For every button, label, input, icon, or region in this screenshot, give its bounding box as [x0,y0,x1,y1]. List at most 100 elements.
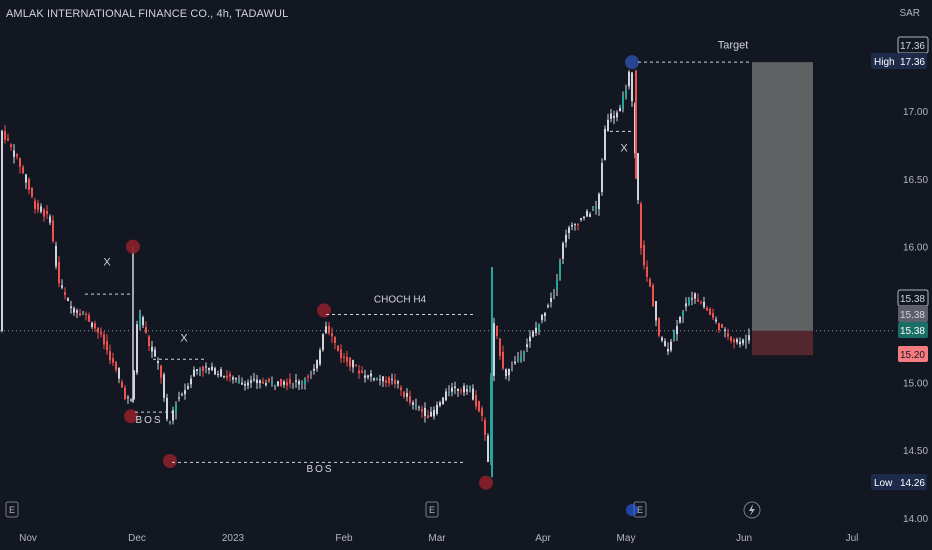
candle-body [151,346,153,352]
candle-body [334,337,336,343]
candle-body [505,369,507,377]
candle-body [169,421,171,423]
candle-body [16,154,18,157]
candle-body [31,187,33,197]
candle-body [400,387,402,390]
candle-body [193,369,195,377]
candle-body [322,334,324,350]
candle-body [625,89,627,97]
candle-body [652,285,654,307]
candle-body [313,368,315,371]
candle-body [583,216,585,219]
price-badge-bg [898,306,928,322]
x-axis-tick-label: Nov [19,533,37,544]
candle-body [13,150,15,157]
candle-body [46,210,48,214]
candle-body [460,390,462,392]
price-badge-prefix: Low [874,478,893,489]
candle-body [130,399,132,401]
candle-body [28,178,30,190]
candle-body [628,71,630,87]
price-badge-bg [871,53,927,69]
candle-body [610,113,612,119]
candle-body [292,384,294,386]
candle-body [463,385,465,393]
candle-body [379,379,381,381]
candle-body [661,337,663,341]
candle-body [574,224,576,226]
candle-body [685,303,687,307]
candle-body [658,318,660,336]
candle-body [526,344,528,348]
candle-body [424,407,426,417]
candle-body [79,313,81,316]
candle-body [301,382,303,384]
candle-body [103,334,105,345]
candle-body [649,279,651,287]
candle-body [1,130,3,331]
candle-body [190,378,192,385]
candle-body [487,435,489,463]
candle-body [241,382,243,385]
bos-label: BOS [135,415,162,426]
candle-body [499,338,501,356]
candle-body [199,370,201,372]
candle-body [736,339,738,343]
candle-body [286,382,288,386]
x-axis-tick-label: Apr [535,533,551,544]
candle-body [343,356,345,358]
candle-body [142,317,144,326]
candle-body [214,368,216,375]
candle-body [376,377,378,380]
candle-body [427,415,429,419]
candle-body [316,360,318,369]
candle-body [601,163,603,192]
y-axis-tick-label: 16.50 [903,175,928,186]
candle-body [646,266,648,277]
price-badge-bg [898,346,928,362]
x-label: X [103,257,111,269]
candle-body [607,119,609,131]
candle-body [205,366,207,368]
candle-body [712,313,714,318]
candle-body [748,335,750,341]
candle-body [283,381,285,385]
candle-body [112,358,114,363]
choch-label: CHOCH H4 [374,294,427,305]
swing-low-marker [124,409,138,424]
candle-body [691,298,693,300]
candle-body [676,325,678,335]
candle-body [4,131,6,140]
price-badge-bg [898,322,928,338]
chart-title: AMLAK INTERNATIONAL FINANCE CO., 4h, TAD… [6,8,289,20]
candle-body [682,311,684,317]
candle-body [349,357,351,367]
candle-body [40,206,42,212]
candle-body [367,375,369,378]
candle-body [223,376,225,378]
x-axis-tick-label: 2023 [222,533,245,544]
candle-body [715,319,717,322]
candle-body [385,380,387,383]
candle-body [61,285,63,288]
candle-body [475,395,477,407]
candle-body [184,390,186,395]
candle-body [733,339,735,343]
candle-body [73,308,75,313]
candle-body [727,333,729,337]
y-axis-tick-label: 16.00 [903,243,928,254]
candle-body [238,379,240,383]
candle-body [403,391,405,397]
candle-body [328,325,330,334]
candle-body [469,386,471,389]
candle-body [673,330,675,340]
candle-body [586,211,588,217]
price-badge-value: 15.38 [900,326,925,337]
lightning-icon [749,504,755,516]
candle-body [430,411,432,417]
candle-body [166,397,168,420]
candle-body [175,403,177,414]
candle-body [34,200,36,210]
